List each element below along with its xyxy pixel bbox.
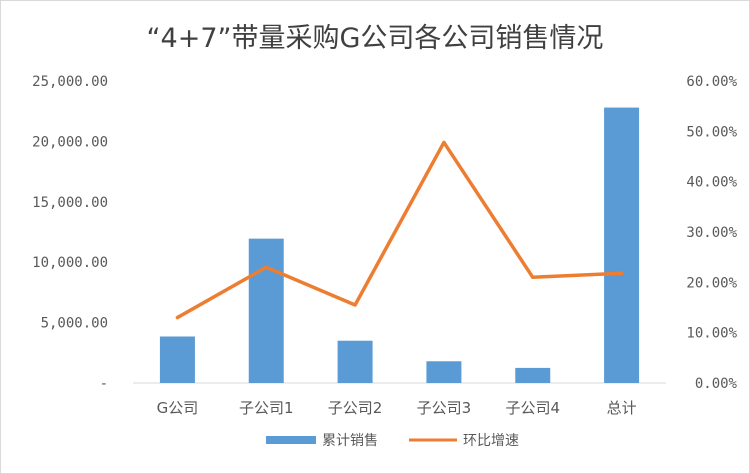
legend-label-line: 环比增速 — [463, 433, 519, 449]
bar — [515, 367, 551, 383]
left-tick-label: - — [100, 376, 108, 392]
category-label: G公司 — [157, 399, 199, 417]
right-axis-ticks: 0.00% 10.00% 20.00% 30.00% 40.00% 50.00% 60.00… — [686, 74, 737, 392]
left-tick-label: 5,000.00 — [41, 316, 108, 332]
right-tick-label: 50.00% — [686, 124, 737, 140]
left-tick-label: 20,000.00 — [32, 134, 108, 150]
legend: 累计销售 环比增速 — [266, 433, 519, 449]
line-series — [175, 140, 624, 320]
category-labels: G公司 子公司1 子公司2 子公司3 子公司4 总计 — [157, 399, 637, 417]
legend-swatch-bar — [266, 436, 316, 444]
bar — [337, 340, 373, 383]
left-tick-label: 25,000.00 — [32, 74, 108, 90]
bar — [426, 361, 462, 383]
left-axis-ticks: - 5,000.00 10,000.00 15,000.00 20,000.00 25,0… — [32, 74, 108, 392]
right-tick-label: 60.00% — [686, 74, 737, 90]
category-label: 总计 — [607, 399, 637, 417]
category-label: 子公司4 — [505, 399, 560, 417]
left-tick-label: 10,000.00 — [32, 255, 108, 271]
left-tick-label: 15,000.00 — [32, 195, 108, 211]
chart-title: “4+7”带量采购G公司各公司销售情况 — [147, 23, 604, 54]
category-label: 子公司3 — [417, 399, 472, 417]
category-label: 子公司1 — [239, 399, 294, 417]
legend-label-bar: 累计销售 — [322, 433, 378, 449]
right-tick-label: 0.00% — [695, 376, 738, 392]
bar — [248, 238, 284, 383]
bar-series — [159, 107, 640, 384]
right-tick-label: 20.00% — [686, 275, 737, 291]
right-tick-label: 30.00% — [686, 225, 737, 241]
category-label: 子公司2 — [328, 399, 383, 417]
right-tick-label: 40.00% — [686, 175, 737, 191]
right-tick-label: 10.00% — [686, 326, 737, 342]
bar — [604, 107, 640, 384]
bar — [159, 336, 195, 383]
series-line — [175, 140, 624, 320]
